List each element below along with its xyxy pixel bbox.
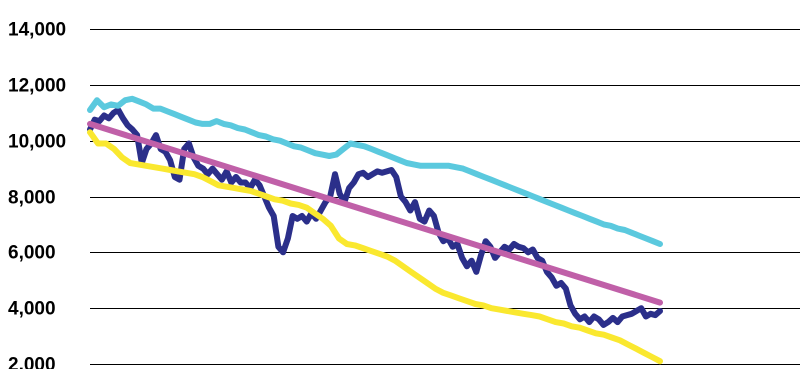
series-line-3 xyxy=(87,129,663,365)
series-line-1 xyxy=(87,107,663,328)
series-line-2 xyxy=(87,95,663,247)
y-tick-label: 2,000 xyxy=(8,355,56,369)
y-tick-label: 6,000 xyxy=(8,243,56,264)
y-tick-label: 14,000 xyxy=(8,20,66,41)
gridlines xyxy=(90,29,800,365)
y-tick-label: 10,000 xyxy=(8,132,66,153)
series-line-4 xyxy=(87,120,663,306)
y-tick-label: 8,000 xyxy=(8,188,56,209)
y-axis-tick-labels: 2,000 4,000 6,000 8,000 10,000 12,000 14,000 xyxy=(8,20,66,369)
y-tick-label: 4,000 xyxy=(8,299,56,320)
series-lines xyxy=(87,95,663,365)
y-tick-label: 12,000 xyxy=(8,76,66,97)
